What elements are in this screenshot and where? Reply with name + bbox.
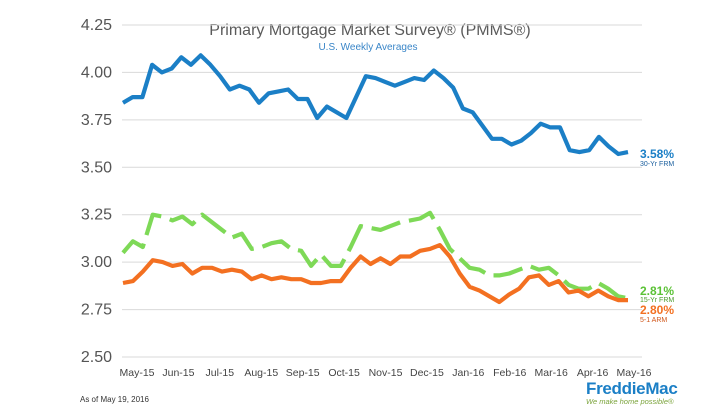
x-tick-label: Jun-15 [162,367,194,379]
chart-subtitle: U.S. Weekly Averages [318,42,417,53]
series-line-30-yr-frm [121,53,629,157]
x-tick-label: Oct-15 [328,367,360,379]
x-axis-ticks: May-15 Jun-15 Jul-15 Aug-15 Sep-15 Oct-15 Nov-… [119,367,651,379]
end-value-15-yr-frm: 2.81% [640,284,674,298]
y-tick-label: 3.00 [81,254,112,271]
series-line-15-yr-frm [121,210,629,301]
series-line-5-1-arm [122,243,628,305]
logo-brand-part2: Mac [645,379,678,398]
x-tick-label: Jul-15 [206,367,235,379]
y-tick-label: 2.50 [81,349,112,366]
y-tick-label: 3.75 [81,112,112,129]
x-tick-label: Nov-15 [369,367,403,379]
y-tick-label: 4.25 [81,17,112,34]
x-tick-label: Apr-16 [577,367,609,379]
logo-tagline: We make home possible® [586,397,674,406]
end-label-30-yr-frm: 30-Yr FRM [640,161,674,168]
y-tick-label: 3.50 [81,159,112,176]
freddie-mac-logo: FreddieMac We make home possible® [586,380,696,407]
logo-brand-part1: Freddie [586,379,646,398]
x-tick-label: May-15 [119,367,154,379]
y-tick-label: 2.75 [81,302,112,319]
x-tick-label: Sep-15 [286,367,320,379]
y-tick-label: 3.25 [81,207,112,224]
end-label-15-yr-frm: 15-Yr FRM [640,297,674,304]
x-tick-label: May-16 [616,367,651,379]
end-label-5-1-arm: 5-1 ARM [640,317,667,324]
end-value-5-1-arm: 2.80% [640,303,674,317]
x-tick-label: Dec-15 [410,367,444,379]
logo-wordmark: FreddieMac [586,380,696,397]
chart-title: Primary Mortgage Market Survey® (PMMS®) [209,22,530,39]
x-tick-label: Mar-16 [535,367,568,379]
y-tick-label: 4.00 [81,64,112,81]
gridlines [122,24,642,358]
x-tick-label: Feb-16 [493,367,526,379]
series-lines [121,53,629,305]
x-tick-label: Jan-16 [452,367,484,379]
x-tick-label: Aug-15 [244,367,278,379]
end-value-30-yr-frm: 3.58% [640,147,674,161]
y-axis-ticks: 4.25 4.00 3.75 3.50 3.25 3.00 2.75 2.50 [81,17,112,366]
as-of-date-footnote: As of May 19, 2016 [80,395,149,404]
